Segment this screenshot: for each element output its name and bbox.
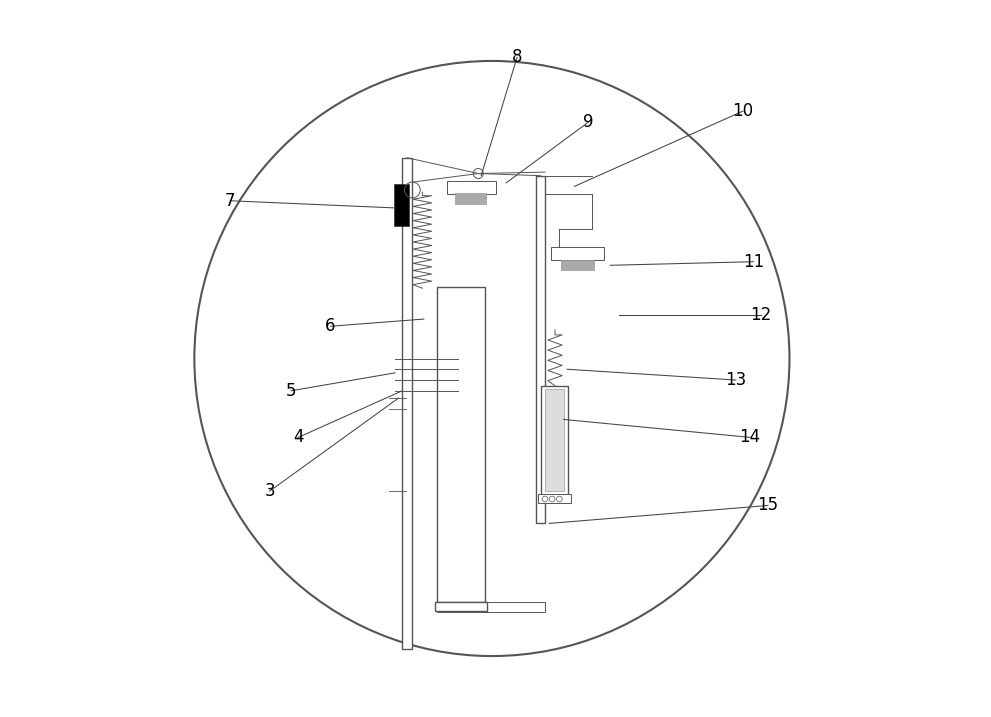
Bar xyxy=(393,184,409,226)
Bar xyxy=(437,287,486,602)
Text: 4: 4 xyxy=(293,428,303,447)
Bar xyxy=(447,181,496,194)
Bar xyxy=(435,602,487,611)
Text: 14: 14 xyxy=(739,428,761,447)
Text: 5: 5 xyxy=(286,381,296,400)
Bar xyxy=(455,193,487,204)
Bar xyxy=(545,389,564,491)
Text: 7: 7 xyxy=(225,191,236,210)
Bar xyxy=(437,602,545,612)
Text: 8: 8 xyxy=(511,48,522,67)
Text: 12: 12 xyxy=(750,306,771,325)
Text: 6: 6 xyxy=(325,317,336,336)
Text: 13: 13 xyxy=(725,371,746,389)
Text: 11: 11 xyxy=(743,252,764,271)
Text: 15: 15 xyxy=(757,496,779,515)
Bar xyxy=(551,247,605,260)
Bar xyxy=(538,494,571,503)
Text: 3: 3 xyxy=(265,482,275,500)
Text: 9: 9 xyxy=(584,113,594,131)
Bar xyxy=(402,158,411,649)
Bar xyxy=(541,386,568,495)
Text: 10: 10 xyxy=(732,102,753,120)
Bar xyxy=(536,176,545,523)
Bar xyxy=(562,260,594,270)
